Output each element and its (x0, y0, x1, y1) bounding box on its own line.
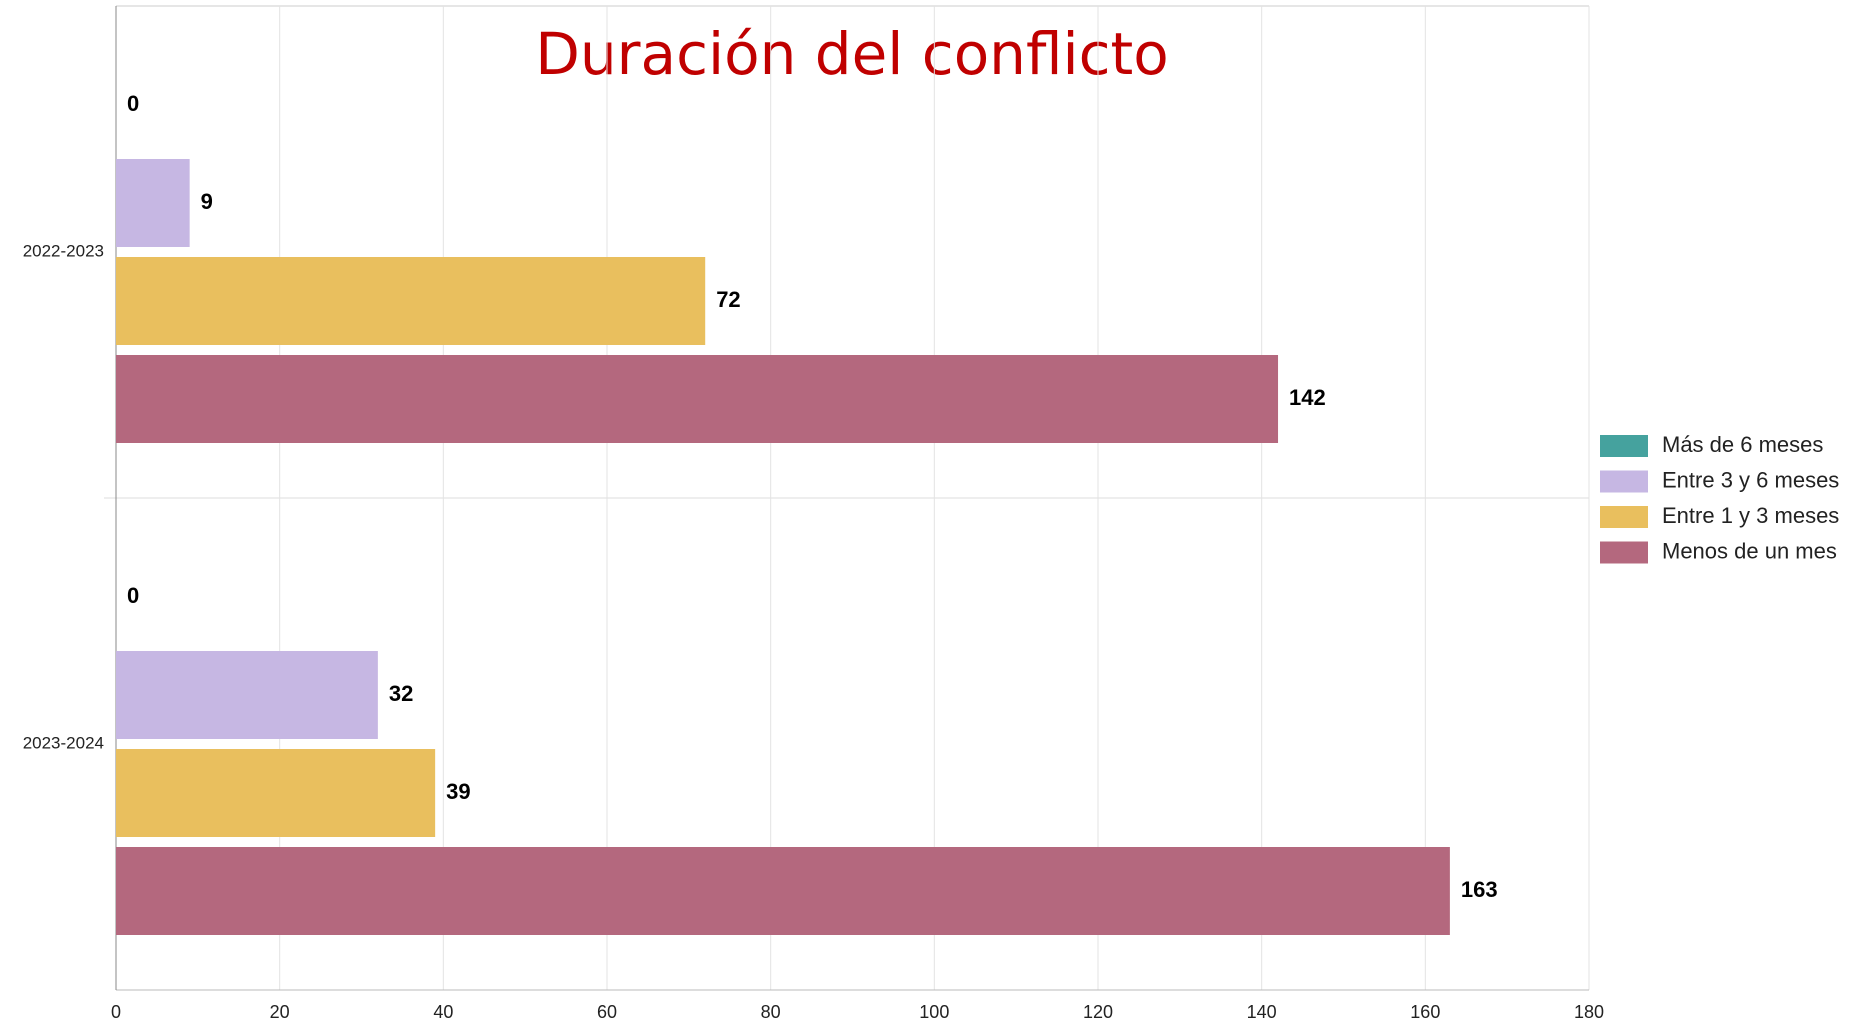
data-label: 9 (201, 189, 213, 214)
x-tick-label: 0 (111, 1002, 121, 1021)
x-tick-label: 120 (1083, 1002, 1113, 1021)
legend-label: Menos de un mes (1662, 538, 1837, 563)
data-label: 142 (1289, 385, 1326, 410)
y-tick-label: 2022-2023 (23, 241, 104, 260)
bar (116, 355, 1279, 443)
x-tick-label: 60 (597, 1002, 617, 1021)
chart-title: Duración del conflicto (535, 20, 1168, 88)
legend-swatch (1600, 470, 1648, 493)
bar (116, 847, 1450, 935)
legend-label: Entre 3 y 6 meses (1662, 467, 1839, 492)
legend-label: Más de 6 meses (1662, 432, 1823, 457)
legend-swatch (1600, 435, 1648, 457)
x-tick-label: 20 (270, 1002, 290, 1021)
data-label: 32 (389, 681, 413, 706)
legend-label: Entre 1 y 3 meses (1662, 503, 1839, 528)
x-tick-label: 40 (433, 1002, 453, 1021)
data-label: 163 (1461, 877, 1498, 902)
bar (116, 159, 190, 247)
x-tick-label: 160 (1410, 1002, 1440, 1021)
data-label: 0 (127, 583, 139, 608)
data-label: 72 (716, 287, 740, 312)
bar (116, 651, 378, 739)
data-label: 39 (446, 779, 470, 804)
bar (116, 257, 706, 345)
y-tick-label: 2023-2024 (23, 733, 104, 752)
x-tick-label: 140 (1247, 1002, 1277, 1021)
legend-swatch (1600, 541, 1648, 564)
bar (116, 749, 436, 837)
x-tick-label: 180 (1574, 1002, 1604, 1021)
data-label: 0 (127, 91, 139, 116)
x-tick-label: 100 (919, 1002, 949, 1021)
legend-swatch (1600, 506, 1648, 528)
x-tick-label: 80 (761, 1002, 781, 1021)
